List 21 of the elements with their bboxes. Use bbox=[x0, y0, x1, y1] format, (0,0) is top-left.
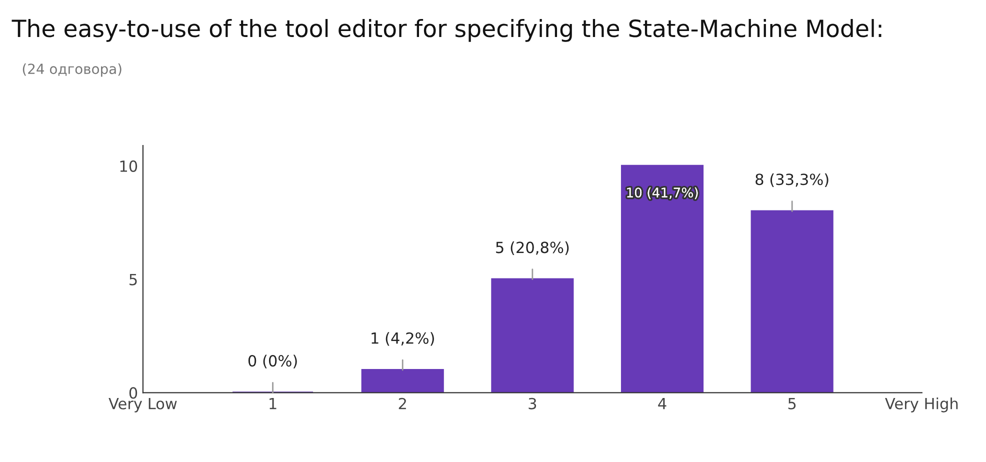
x-tick-label: 1 bbox=[270, 398, 276, 410]
chart-title: The easy-to-use of the tool editor for specifying the State-Machine Model: bbox=[12, 19, 882, 42]
x-tick-label: 2 bbox=[398, 398, 406, 410]
bar bbox=[750, 210, 834, 393]
bar bbox=[620, 164, 704, 393]
x-tick-label: 4 bbox=[658, 398, 666, 410]
x-tick-label: 5 bbox=[788, 398, 796, 410]
bar bbox=[361, 368, 444, 393]
data-label: 1 (4,2%) bbox=[372, 332, 434, 346]
x-tick-label: Very Low bbox=[108, 398, 177, 412]
data-label: 8 (33,3%) bbox=[756, 173, 828, 187]
y-tick-label: 0 bbox=[129, 387, 138, 399]
data-label: 10 (41,7%) bbox=[627, 187, 698, 200]
y-tick-label: 5 bbox=[130, 274, 137, 286]
x-tick-label: 3 bbox=[528, 398, 536, 410]
data-label: 5 (20,8%) bbox=[496, 241, 569, 255]
bar bbox=[491, 278, 574, 393]
chart-subtitle: (24 одговора) bbox=[22, 63, 122, 77]
data-label: 0 (0%) bbox=[248, 354, 297, 368]
x-tick-label: Very High bbox=[885, 398, 958, 412]
y-tick-label: 10 bbox=[120, 160, 138, 172]
